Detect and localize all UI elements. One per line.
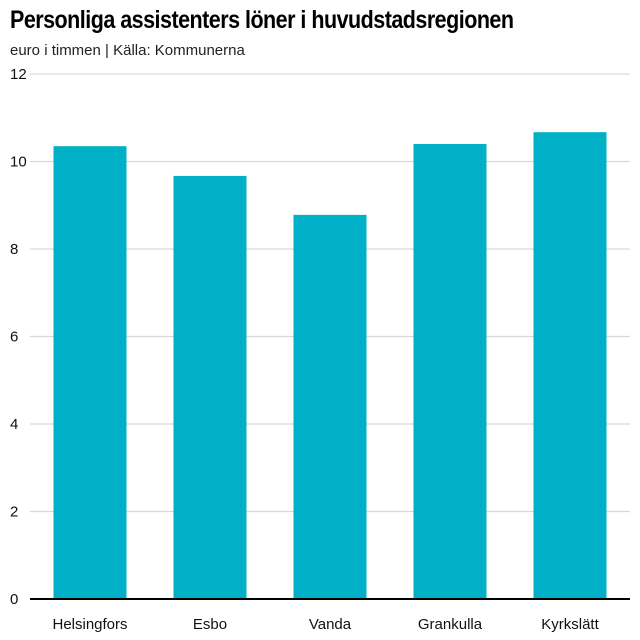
x-axis-categories: Helsingfors Esbo Vanda Grankulla Kyrkslätt	[52, 616, 599, 633]
x-category-label: Helsingfors	[52, 616, 127, 633]
y-tick-label: 10	[10, 154, 27, 171]
y-tick-label: 8	[10, 241, 18, 258]
bar-grankulla	[413, 144, 487, 599]
y-tick-label: 12	[10, 66, 27, 83]
y-tick-label: 6	[10, 329, 18, 346]
bars	[53, 132, 607, 599]
bar-vanda	[293, 214, 367, 599]
y-tick-label: 4	[10, 416, 18, 433]
x-category-label: Kyrkslätt	[541, 616, 599, 633]
bar-kyrkslätt	[533, 132, 607, 599]
y-axis-ticks: 0 2 4 6 8 10 12	[10, 66, 27, 608]
chart-subtitle: euro i timmen | Källa: Kommunerna	[10, 42, 245, 59]
x-category-label: Vanda	[309, 616, 352, 633]
bar-helsingfors	[53, 146, 127, 599]
y-tick-label: 2	[10, 504, 18, 521]
bar-esbo	[173, 175, 247, 599]
x-category-label: Grankulla	[418, 616, 483, 633]
x-category-label: Esbo	[193, 616, 227, 633]
chart-title: Personliga assistenters löner i huvudsta…	[10, 6, 514, 34]
y-tick-label: 0	[10, 591, 18, 608]
